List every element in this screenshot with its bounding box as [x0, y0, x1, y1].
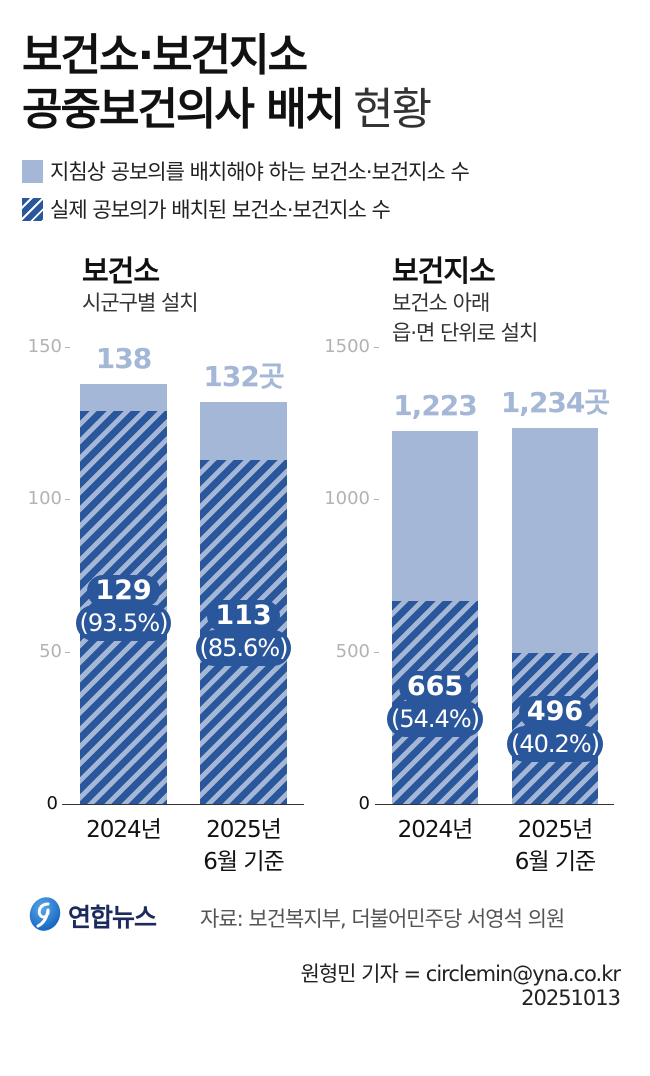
bar-value-required: 1,234곳 [500, 386, 610, 420]
bar-required [80, 383, 167, 804]
yonhap-globe-icon [26, 895, 64, 937]
legend-label: 지침상 공보의를 배치해야 하는 보건소·보건지소 수 [50, 160, 470, 184]
bar-value-required: 132곳 [203, 359, 284, 393]
x-axis-baseline [375, 804, 614, 805]
x-category-label: 2024년 [86, 817, 162, 843]
x-category-label: 2024년 [397, 817, 474, 843]
panel-subtitle: 보건소 아래 [392, 291, 490, 315]
bar-value-actual: 129 (93.5%) [60, 575, 187, 642]
y-tick: 150 [0, 336, 70, 358]
bar-value-required: 1,223 [393, 389, 478, 423]
bar-value-actual: 665 (54.4%) [372, 670, 498, 737]
legend-item-actual: 실제 공보의가 배치된 보건소·보건지소 수 [22, 196, 391, 222]
bar-value-actual: 113 (85.6%) [180, 599, 307, 666]
panel-subtitle: 읍·면 단위로 설치 [392, 321, 538, 345]
chart-title-line1: 보건소·보건지소 [22, 30, 308, 81]
x-category-label: 2025년 6월 기준 [203, 817, 284, 875]
y-tick: 500 [300, 641, 379, 663]
solid-swatch-icon [22, 159, 43, 183]
logo-text: 연합뉴스 [68, 903, 157, 932]
y-tick: 50 [0, 641, 70, 663]
legend-item-required: 지침상 공보의를 배치해야 하는 보건소·보건지소 수 [22, 158, 470, 184]
panel-title-branch-center: 보건지소 [392, 254, 496, 288]
x-axis-baseline [62, 804, 304, 805]
yonhap-logo: 연합뉴스 [26, 895, 157, 937]
bar-actual [512, 652, 598, 804]
actual-percent: (93.5%) [75, 605, 172, 642]
y-tick: 1000 [300, 488, 379, 510]
bar-actual [200, 459, 287, 804]
actual-percent: (54.4%) [387, 700, 483, 737]
actual-percent: (40.2%) [507, 726, 603, 763]
actual-count: 129 [87, 575, 160, 608]
y-tick: 0 [358, 793, 370, 814]
actual-count: 496 [518, 696, 592, 729]
y-tick: 0 [46, 793, 58, 814]
actual-count: 665 [398, 670, 472, 703]
hatched-swatch-icon [22, 197, 43, 221]
legend-label: 실제 공보의가 배치된 보건소·보건지소 수 [50, 198, 391, 222]
bar-required [512, 428, 598, 804]
actual-percent: (85.6%) [195, 629, 292, 666]
y-tick: 1500 [300, 336, 379, 358]
bar-actual [392, 601, 478, 804]
byline: 원형민 기자 = circlemin@yna.co.kr [300, 962, 621, 986]
bar-value-actual: 496 (40.2%) [492, 696, 618, 763]
bar-required [200, 401, 287, 804]
panel-subtitle: 시군구별 설치 [82, 291, 199, 315]
panel-title-health-center: 보건소 [82, 254, 160, 288]
chart-title-line2: 공중보건의사 배치 현황 [22, 84, 432, 136]
y-tick: 100 [0, 488, 70, 510]
bar-required [392, 431, 478, 804]
bar-actual [80, 410, 167, 804]
x-category-label: 2025년 6월 기준 [514, 817, 596, 875]
publish-date: 20251013 [521, 986, 621, 1010]
chart-title-light: 현황 [353, 84, 432, 135]
bar-value-required: 138 [95, 341, 152, 375]
actual-count: 113 [207, 599, 280, 632]
source-note: 자료: 보건복지부, 더불어민주당 서영석 의원 [200, 907, 565, 931]
chart-title-bold: 공중보건의사 배치 [22, 84, 345, 135]
